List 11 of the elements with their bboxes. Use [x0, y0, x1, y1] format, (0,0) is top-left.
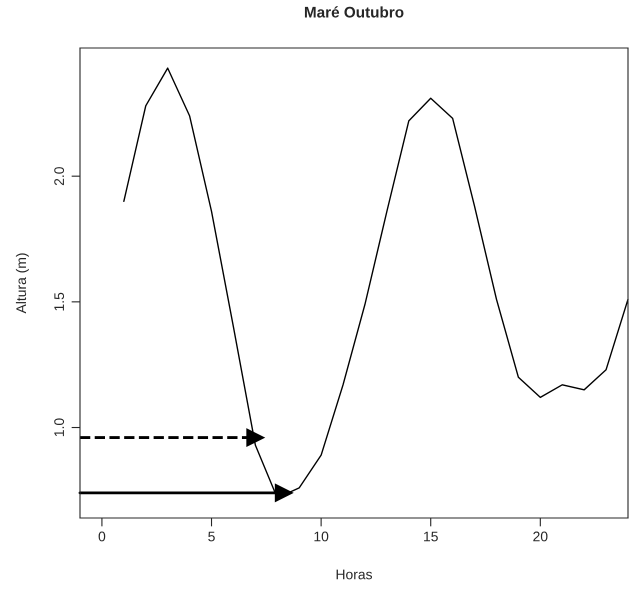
x-axis-title: Horas	[336, 570, 372, 580]
y-axis-title: Altura (m)	[16, 253, 29, 314]
y-tick-label: 1.0	[54, 418, 64, 436]
x-tick-label: 15	[424, 532, 438, 542]
chart-title: Maré Outubro	[304, 6, 404, 18]
y-tick-label: 1.5	[54, 292, 64, 310]
x-tick-label: 5	[208, 532, 215, 542]
x-tick-label: 20	[533, 532, 548, 542]
x-tick-label: 10	[314, 532, 328, 542]
y-tick-label: 2.0	[54, 167, 64, 186]
x-tick-label: 0	[98, 532, 106, 542]
